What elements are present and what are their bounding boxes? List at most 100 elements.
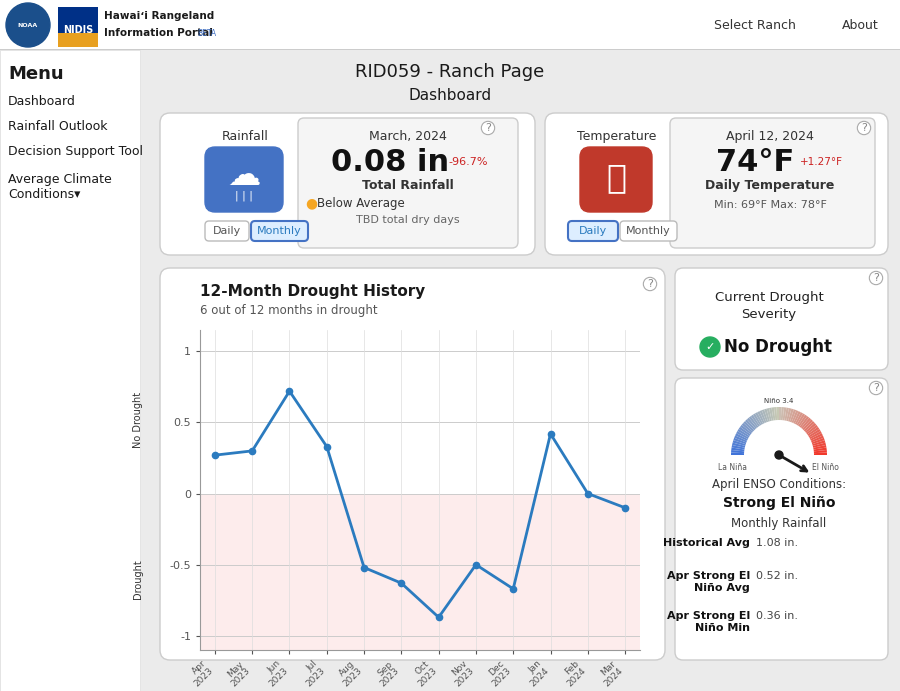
Wedge shape <box>733 440 746 446</box>
Wedge shape <box>753 413 761 426</box>
Wedge shape <box>805 423 816 433</box>
Wedge shape <box>788 408 794 422</box>
Bar <box>0 49 900 50</box>
Wedge shape <box>791 410 798 423</box>
Wedge shape <box>743 421 754 432</box>
Text: April ENSO Conditions:: April ENSO Conditions: <box>712 478 846 491</box>
Wedge shape <box>813 442 826 448</box>
Text: Daily Temperature: Daily Temperature <box>706 178 834 191</box>
Wedge shape <box>731 453 744 455</box>
Wedge shape <box>732 448 744 451</box>
Wedge shape <box>771 407 775 420</box>
Wedge shape <box>734 435 747 442</box>
Wedge shape <box>737 429 750 437</box>
Wedge shape <box>796 413 806 426</box>
Text: ?: ? <box>485 123 490 133</box>
Text: April 12, 2024: April 12, 2024 <box>726 130 814 143</box>
Wedge shape <box>764 408 770 422</box>
FancyBboxPatch shape <box>675 378 888 660</box>
Text: -96.7%: -96.7% <box>448 157 488 167</box>
Text: Drought: Drought <box>133 560 143 600</box>
Wedge shape <box>803 419 813 430</box>
Text: RID059 - Ranch Page: RID059 - Ranch Page <box>356 63 544 81</box>
FancyBboxPatch shape <box>205 147 283 212</box>
FancyBboxPatch shape <box>580 147 652 212</box>
Wedge shape <box>751 415 760 426</box>
Text: Below Average: Below Average <box>317 196 405 209</box>
FancyBboxPatch shape <box>298 118 518 248</box>
Text: 74°F: 74°F <box>716 147 794 176</box>
Text: March, 2024: March, 2024 <box>369 130 447 143</box>
Wedge shape <box>767 408 771 422</box>
FancyBboxPatch shape <box>670 118 875 248</box>
Wedge shape <box>793 411 801 424</box>
Wedge shape <box>814 453 827 455</box>
Text: Min: 69°F Max: 78°F: Min: 69°F Max: 78°F <box>714 200 826 210</box>
Wedge shape <box>781 407 784 420</box>
Wedge shape <box>790 409 796 422</box>
Text: No Drought: No Drought <box>724 338 832 356</box>
Text: TBD total dry days: TBD total dry days <box>356 215 460 225</box>
Wedge shape <box>769 408 773 421</box>
Text: Daily: Daily <box>213 226 241 236</box>
Wedge shape <box>814 450 827 453</box>
Wedge shape <box>732 445 745 450</box>
Wedge shape <box>814 445 826 450</box>
Wedge shape <box>747 417 757 429</box>
Text: Temperature: Temperature <box>577 130 657 143</box>
Text: El Niño: El Niño <box>812 462 839 471</box>
Wedge shape <box>809 431 822 439</box>
Bar <box>58 33 98 47</box>
Circle shape <box>775 451 783 459</box>
Wedge shape <box>812 438 824 444</box>
Text: About: About <box>842 19 878 32</box>
Wedge shape <box>799 416 809 428</box>
Wedge shape <box>757 411 765 424</box>
Wedge shape <box>740 425 752 435</box>
Text: BETA: BETA <box>197 28 216 37</box>
Bar <box>58 7 98 47</box>
Text: Total Rainfall: Total Rainfall <box>362 178 454 191</box>
Wedge shape <box>810 433 823 441</box>
Text: Menu: Menu <box>8 65 64 83</box>
Wedge shape <box>798 415 807 426</box>
Text: NOAA: NOAA <box>18 23 38 28</box>
FancyBboxPatch shape <box>160 268 665 660</box>
Wedge shape <box>760 410 767 423</box>
Text: Niño 3.4: Niño 3.4 <box>764 398 794 404</box>
Text: Rainfall: Rainfall <box>221 130 268 143</box>
Text: Select Ranch: Select Ranch <box>714 19 796 32</box>
Text: No Drought: No Drought <box>133 392 143 448</box>
Bar <box>0 50 140 691</box>
Wedge shape <box>732 442 745 448</box>
Text: 0.36 in.: 0.36 in. <box>756 611 798 621</box>
Text: Dashboard: Dashboard <box>409 88 491 102</box>
FancyBboxPatch shape <box>620 221 677 241</box>
Text: Monthly: Monthly <box>626 226 670 236</box>
Wedge shape <box>806 425 818 435</box>
Text: 6 out of 12 months in drought: 6 out of 12 months in drought <box>200 304 378 317</box>
Text: Monthly: Monthly <box>256 226 302 236</box>
Wedge shape <box>779 407 781 420</box>
Text: ?: ? <box>873 273 879 283</box>
Text: NIDIS: NIDIS <box>63 25 93 35</box>
Wedge shape <box>761 409 769 422</box>
Wedge shape <box>734 438 746 444</box>
FancyBboxPatch shape <box>675 268 888 370</box>
Text: Decision Support Tool: Decision Support Tool <box>8 145 143 158</box>
Wedge shape <box>745 419 756 430</box>
Text: ✓: ✓ <box>706 342 715 352</box>
Wedge shape <box>735 433 748 441</box>
Wedge shape <box>777 407 779 420</box>
Wedge shape <box>736 431 749 439</box>
Text: Current Drought: Current Drought <box>715 291 824 304</box>
Wedge shape <box>814 448 827 451</box>
Wedge shape <box>749 416 759 428</box>
Bar <box>0 0 900 50</box>
FancyBboxPatch shape <box>568 221 618 241</box>
Wedge shape <box>785 408 789 421</box>
FancyBboxPatch shape <box>205 221 249 241</box>
Bar <box>200 493 640 650</box>
Text: 0.52 in.: 0.52 in. <box>756 571 798 581</box>
Wedge shape <box>755 413 763 425</box>
